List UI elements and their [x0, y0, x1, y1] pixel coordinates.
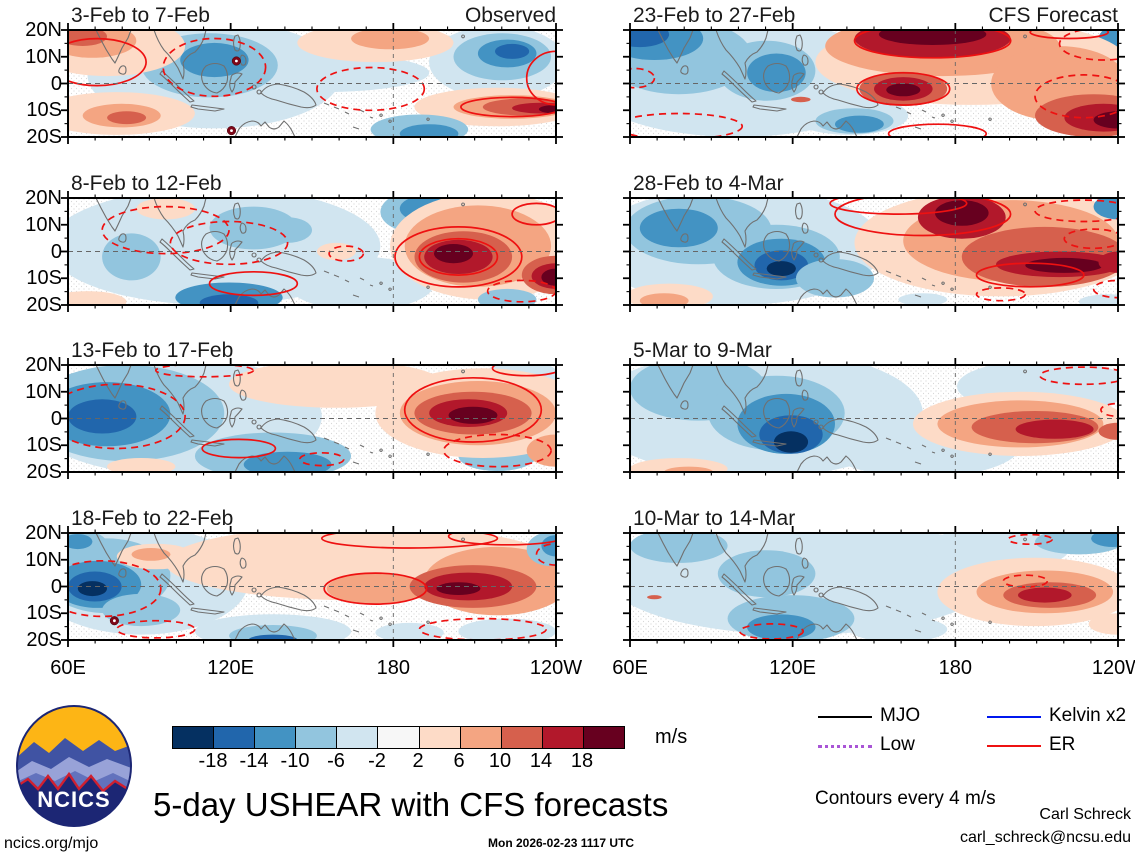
colorbar-cell — [501, 727, 543, 748]
x-axis-tick-label: 60E — [612, 657, 648, 679]
x-axis-tick-label: 120E — [769, 657, 817, 679]
y-axis-tick-label: 10N — [25, 548, 62, 571]
colorbar-tick-label: 18 — [570, 750, 594, 772]
colorbar-unit-label: m/s — [655, 726, 688, 748]
colorbar-cell — [173, 727, 215, 748]
colorbar-tick-label: 6 — [453, 750, 465, 772]
legend-line-er — [987, 745, 1041, 747]
y-axis-tick-label: 10S — [26, 602, 62, 625]
legend-line-kelvin-x2 — [987, 716, 1041, 718]
ncics-logo-graphic: NCICS — [16, 705, 132, 827]
legend-label: Kelvin x2 — [1049, 705, 1127, 726]
legend-line-low — [818, 745, 872, 748]
colorbar-tick-label: 14 — [529, 750, 553, 772]
contour-note: Contours every 4 m/s — [815, 788, 996, 809]
x-axis-tick-label: 120W — [1091, 657, 1135, 679]
legend-label: MJO — [880, 705, 921, 726]
y-axis-tick-label: 10S — [26, 434, 62, 457]
y-axis-tick-label: 10N — [25, 45, 62, 68]
figure-title: 5-day USHEAR with CFS forecasts — [153, 786, 669, 823]
map-panel — [58, 523, 566, 655]
author-name: Carl Schreck — [1039, 806, 1131, 823]
x-axis-tick-label: 60E — [50, 657, 86, 679]
colorbar-cell — [214, 727, 256, 748]
panel-source-label: CFS Forecast — [988, 4, 1118, 27]
panel-source-label: Observed — [464, 4, 556, 27]
map-panel — [58, 20, 566, 152]
ncics-logo: NCICS — [14, 704, 134, 833]
y-axis-tick-label: 10N — [25, 380, 62, 403]
colorbar-cell — [542, 727, 584, 748]
panel-date-title: 23-Feb to 27-Feb — [633, 4, 796, 27]
colorbar-tick-label: -18 — [198, 750, 228, 772]
map-panel — [620, 20, 1128, 152]
map-panel — [58, 355, 566, 487]
legend-label: Low — [880, 734, 915, 755]
colorbar-tick-label: -2 — [368, 750, 386, 772]
colorbar-cell — [255, 727, 297, 748]
y-axis-tick-label: 20S — [26, 629, 62, 651]
panel-date-title: 18-Feb to 22-Feb — [71, 507, 234, 530]
y-axis-tick-label: 0 — [50, 575, 62, 598]
panel-date-title: 8-Feb to 12-Feb — [71, 172, 222, 195]
colorbar-tick-label: -6 — [327, 750, 345, 772]
map-panel — [620, 188, 1128, 320]
timestamp: Mon 2026-02-23 1117 UTC — [488, 836, 635, 850]
y-axis-tick-label: 20N — [25, 187, 62, 209]
colorbar-tick-label: 2 — [412, 750, 424, 772]
y-axis-tick-label: 20N — [25, 522, 62, 544]
panel-date-title: 28-Feb to 4-Mar — [633, 172, 784, 195]
y-axis-tick-label: 20S — [26, 294, 62, 316]
y-axis-tick-label: 20S — [26, 126, 62, 148]
colorbar-tick-label: 10 — [488, 750, 512, 772]
author-email: carl_schreck@ncsu.edu — [960, 829, 1131, 846]
legend-line-mjo — [818, 716, 872, 718]
x-axis-tick-label: 120W — [529, 657, 583, 679]
logo-text: NCICS — [37, 787, 110, 812]
colorbar-tick-label: -10 — [280, 750, 310, 772]
legend-label: ER — [1049, 734, 1076, 755]
colorbar — [172, 726, 625, 749]
y-axis-tick-label: 10S — [26, 267, 62, 290]
y-axis-tick-label: 0 — [50, 72, 62, 95]
colorbar-cell — [583, 727, 625, 748]
map-panel — [58, 188, 566, 320]
panel-date-title: 5-Mar to 9-Mar — [633, 339, 772, 362]
y-axis-tick-label: 20N — [25, 354, 62, 376]
colorbar-cell — [296, 727, 338, 748]
x-axis-tick-label: 180 — [938, 657, 973, 679]
site-link: ncics.org/mjo — [4, 835, 99, 852]
panel-date-title: 3-Feb to 7-Feb — [71, 4, 210, 27]
y-axis-tick-label: 10N — [25, 213, 62, 236]
colorbar-cell — [419, 727, 461, 748]
colorbar-cell — [460, 727, 502, 748]
x-axis-tick-label: 180 — [376, 657, 411, 679]
map-panel — [620, 523, 1128, 655]
y-axis-tick-label: 20S — [26, 461, 62, 483]
colorbar-tick-label: -14 — [239, 750, 269, 772]
panel-date-title: 10-Mar to 14-Mar — [633, 507, 796, 530]
y-axis-tick-label: 20N — [25, 19, 62, 41]
y-axis-tick-label: 10S — [26, 99, 62, 122]
y-axis-tick-label: 0 — [50, 407, 62, 430]
y-axis-tick-label: 0 — [50, 240, 62, 263]
colorbar-cell — [337, 727, 379, 748]
panel-date-title: 13-Feb to 17-Feb — [71, 339, 234, 362]
x-axis-tick-label: 120E — [207, 657, 255, 679]
map-panel — [620, 355, 1128, 487]
colorbar-cell — [378, 727, 420, 748]
